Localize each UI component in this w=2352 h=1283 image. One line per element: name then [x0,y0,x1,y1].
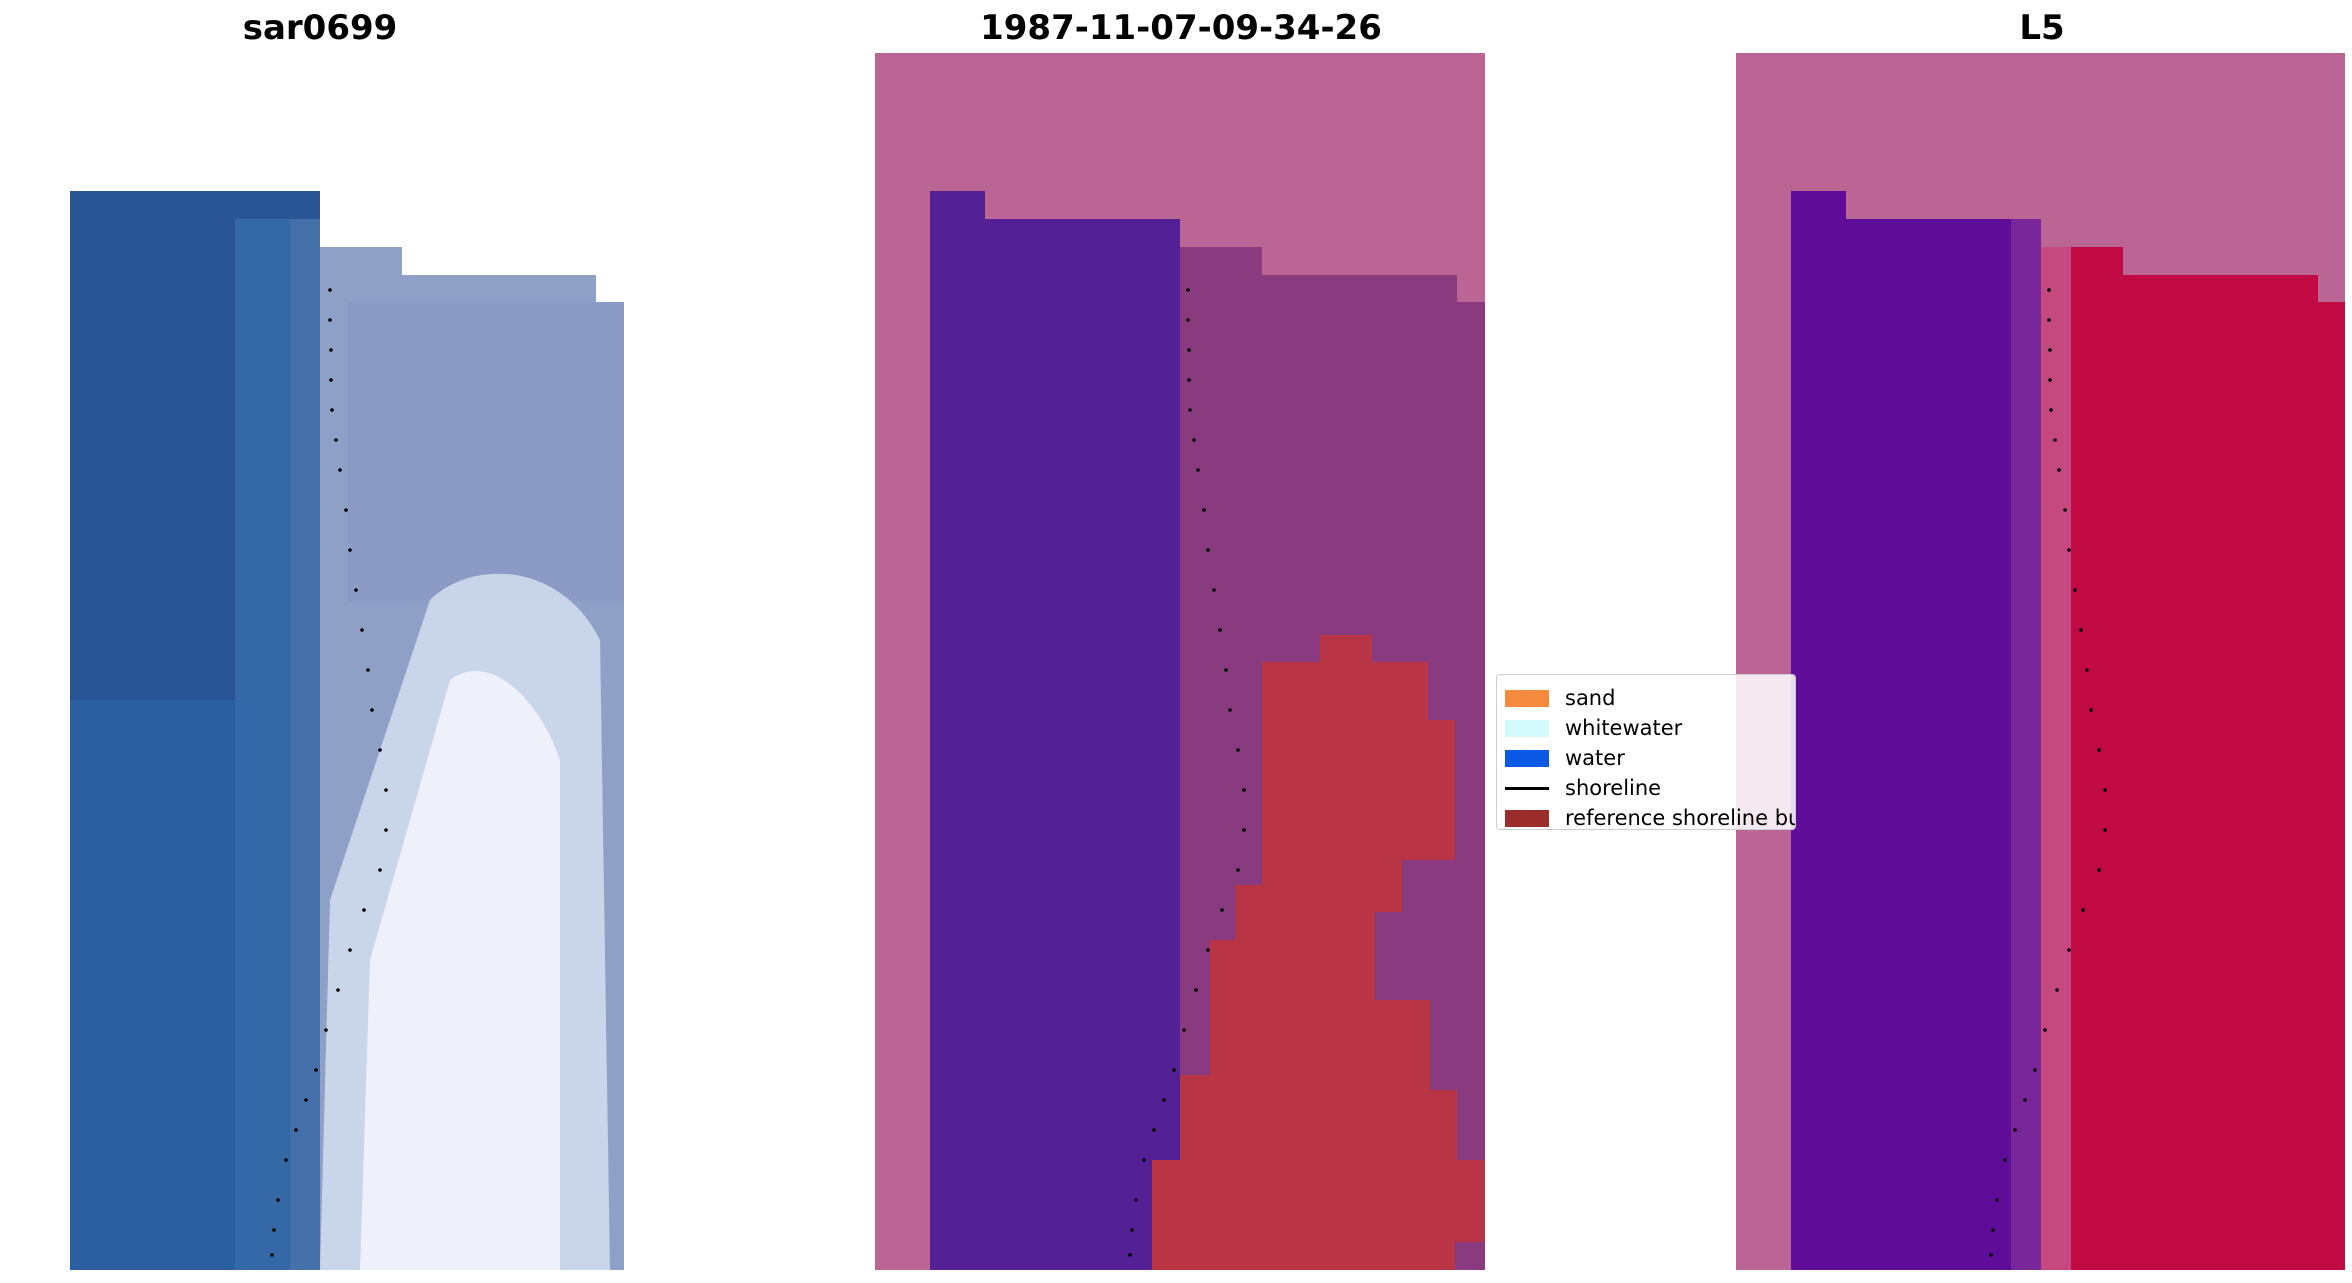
legend-label-sand: sand [1565,686,1616,710]
panel-title-sensor: L5 [2019,8,2065,48]
legend-item-sand: sand [1505,685,1615,711]
probability-panel [1736,53,2345,1270]
legend-item-whitewater: whitewater [1505,715,1682,741]
legend-label-water: water [1565,746,1625,770]
legend-item-shoreline: shoreline [1505,775,1661,801]
shoreline-dots-panel-3 [1989,288,2107,1257]
rgb-image-panel [70,191,624,1270]
legend-item-reference-buffer: reference shoreline buffer [1505,805,1795,830]
classification-panel [875,53,1485,1270]
legend-swatch-reference-buffer [1505,809,1549,827]
legend-line-shoreline [1505,786,1549,790]
legend-label-whitewater: whitewater [1565,716,1683,740]
legend-item-water: water [1505,745,1625,771]
legend: sand whitewater water shoreline referenc… [1496,674,1796,830]
legend-label-shoreline: shoreline [1565,776,1662,800]
shoreline-dots-panel-2 [1128,288,1246,1257]
legend-label-reference-buffer: reference shoreline buffer [1565,806,1795,830]
legend-swatch-sand [1505,689,1549,707]
panel-title-date: 1987-11-07-09-34-26 [980,8,1382,48]
legend-swatch-whitewater [1505,719,1549,737]
legend-swatch-water [1505,749,1549,767]
shoreline-dots-panel-1 [270,288,388,1257]
panel-title-sar: sar0699 [242,8,398,48]
